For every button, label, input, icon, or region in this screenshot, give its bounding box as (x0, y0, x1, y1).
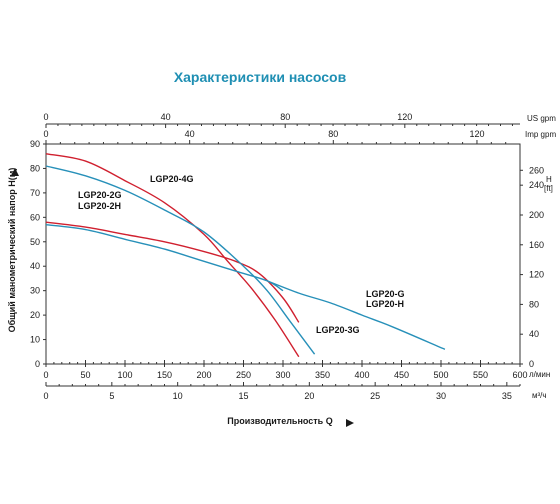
y-tick-label-m: 50 (30, 237, 40, 247)
y-axis-title: Общий манометрический напор H(м) (7, 168, 17, 333)
y-axis-arrow-icon (11, 168, 19, 176)
label-lgp20-g: LGP20-G (366, 289, 405, 299)
x-axis-title: Производительность Q (227, 416, 332, 426)
y-tick-label-ft: 160 (529, 240, 544, 250)
x-tick-label-imp-gpm: 40 (185, 129, 195, 139)
label-lgp20-4g: LGP20-4G (150, 174, 194, 184)
lmin-unit-label: л/мин (529, 370, 550, 379)
curve-lgp20-4g (45, 153, 300, 358)
label-lgp20-2h: LGP20-2H (78, 201, 121, 211)
x-tick-label-lmin: 100 (117, 370, 132, 380)
curve-lgp20-2h (45, 224, 284, 292)
tick-marks (43, 124, 523, 386)
us-gpm-unit-label: US gpm (527, 114, 556, 123)
plot-frame (45, 123, 521, 387)
y-tick-label-ft: 40 (529, 329, 539, 339)
x-tick-label-us-gpm: 0 (43, 112, 48, 122)
label-lgp20-h: LGP20-H (366, 299, 404, 309)
y-tick-label-ft: 0 (529, 359, 534, 369)
x-tick-label-m3h: 15 (238, 391, 248, 401)
pump-curves (45, 153, 446, 358)
y-tick-label-m: 10 (30, 335, 40, 345)
x-tick-label-imp-gpm: 120 (469, 129, 484, 139)
x-tick-label-lmin: 600 (512, 370, 527, 380)
m3h-unit-label: м³/ч (532, 391, 547, 400)
x-tick-label-us-gpm: 80 (280, 112, 290, 122)
x-tick-label-lmin: 550 (473, 370, 488, 380)
x-tick-label-us-gpm: 120 (397, 112, 412, 122)
x-tick-label-lmin: 150 (157, 370, 172, 380)
y-tick-label-m: 0 (35, 359, 40, 369)
y-tick-label-ft: 120 (529, 270, 544, 280)
x-tick-label-lmin: 350 (315, 370, 330, 380)
x-tick-label-m3h: 10 (173, 391, 183, 401)
y-tick-label-ft: 80 (529, 299, 539, 309)
x-tick-label-lmin: 500 (433, 370, 448, 380)
imp-gpm-unit-label: Imp gpm (525, 130, 556, 139)
ft-axis-unit-h: H (546, 175, 552, 184)
x-tick-label-m3h: 30 (436, 391, 446, 401)
x-tick-label-lmin: 50 (80, 370, 90, 380)
x-tick-label-lmin: 300 (275, 370, 290, 380)
curve-lgp20-3g (45, 165, 316, 355)
x-tick-label-m3h: 20 (304, 391, 314, 401)
y-tick-label-m: 30 (30, 286, 40, 296)
y-tick-label-ft: 240 (529, 180, 544, 190)
x-axis-arrow-icon (346, 419, 354, 427)
y-tick-label-ft: 200 (529, 210, 544, 220)
y-tick-label-m: 80 (30, 163, 40, 173)
x-tick-label-lmin: 250 (236, 370, 251, 380)
x-tick-label-imp-gpm: 80 (328, 129, 338, 139)
tick-labels: 0102030405060708090040801201602002402600… (30, 112, 544, 401)
y-tick-label-m: 60 (30, 212, 40, 222)
x-tick-label-m3h: 0 (43, 391, 48, 401)
label-lgp20-2g: LGP20-2G (78, 190, 122, 200)
x-tick-label-us-gpm: 40 (161, 112, 171, 122)
label-lgp20-3g: LGP20-3G (316, 325, 360, 335)
y-tick-label-ft: 260 (529, 165, 544, 175)
x-tick-label-lmin: 450 (394, 370, 409, 380)
curve-lgp20-2g (45, 221, 300, 323)
x-tick-label-lmin: 0 (43, 370, 48, 380)
y-tick-label-m: 40 (30, 261, 40, 271)
x-tick-label-m3h: 5 (109, 391, 114, 401)
ft-axis-unit: [ft] (544, 184, 553, 193)
x-tick-label-lmin: 200 (196, 370, 211, 380)
y-tick-label-m: 90 (30, 139, 40, 149)
curve-lgp20-g-h (266, 280, 446, 350)
y-tick-label-m: 70 (30, 188, 40, 198)
y-tick-label-m: 20 (30, 310, 40, 320)
x-tick-label-imp-gpm: 0 (43, 129, 48, 139)
x-tick-label-lmin: 400 (354, 370, 369, 380)
chart-title: Характеристики насосов (174, 69, 347, 85)
x-tick-label-m3h: 25 (370, 391, 380, 401)
x-tick-label-m3h: 35 (502, 391, 512, 401)
